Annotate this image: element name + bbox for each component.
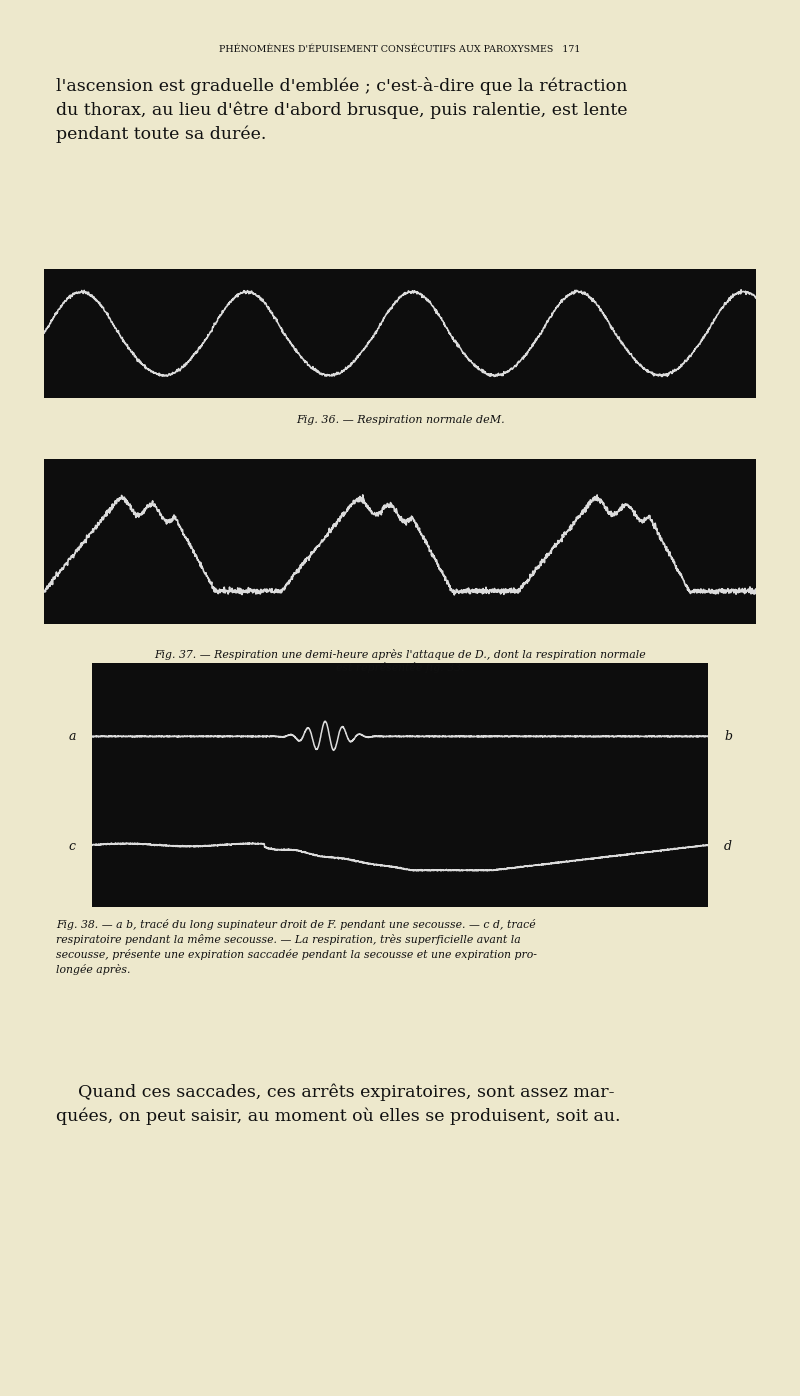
- Text: b: b: [724, 730, 732, 743]
- Text: d: d: [724, 840, 732, 853]
- Text: a: a: [68, 730, 76, 743]
- Text: Fig. 36. — Respiration normale deM.: Fig. 36. — Respiration normale deM.: [296, 415, 504, 424]
- Text: l'ascension est graduelle d'emblée ; c'est-à-dire que la rétraction
du thorax, a: l'ascension est graduelle d'emblée ; c'e…: [56, 77, 627, 144]
- Text: Fig. 37. — Respiration une demi-heure après l'attaque de D., dont la respiration: Fig. 37. — Respiration une demi-heure ap…: [154, 649, 646, 673]
- Text: Fig. 38. — a b, tracé du long supinateur droit de F. pendant une secousse. — c d: Fig. 38. — a b, tracé du long supinateur…: [56, 919, 537, 974]
- Text: c: c: [69, 840, 75, 853]
- Text: Quand ces saccades, ces arrêts expiratoires, sont assez mar-
quées, on peut sais: Quand ces saccades, ces arrêts expiratoi…: [56, 1083, 621, 1125]
- Text: PHÉNOMÈNES D'ÉPUISEMENT CONSÉCUTIFS AUX PAROXYSMES   171: PHÉNOMÈNES D'ÉPUISEMENT CONSÉCUTIFS AUX …: [219, 45, 581, 54]
- Bar: [44, 459, 756, 624]
- Bar: [44, 269, 756, 398]
- Bar: [92, 663, 708, 907]
